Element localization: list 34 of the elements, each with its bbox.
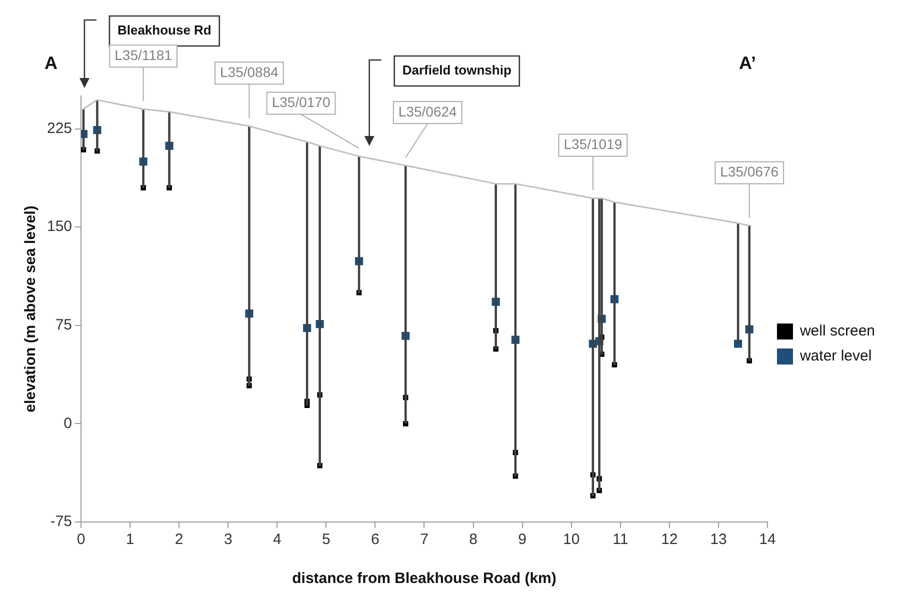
y-axis-title: elevation (m above sea level) — [22, 206, 40, 412]
annotation: L35/0676 — [720, 164, 779, 180]
x-tick-label: 2 — [174, 531, 184, 548]
x-tick-label: 1 — [126, 531, 134, 548]
annotation: L35/0884 — [220, 64, 279, 80]
x-tick-label: 14 — [759, 531, 776, 548]
text: A’ — [738, 52, 756, 73]
text: A — [44, 52, 58, 73]
x-tick-label: 4 — [272, 531, 282, 548]
x-tick-label: 8 — [469, 531, 478, 548]
x-tick-label: 5 — [322, 531, 330, 548]
annotation: L35/0624 — [398, 103, 458, 120]
y-tick-label: 0 — [64, 414, 72, 432]
annotation: L35/0170 — [272, 94, 330, 110]
y-tick-label: 150 — [46, 218, 72, 236]
x-tick-label: 6 — [371, 531, 380, 548]
x-tick-label: 0 — [76, 531, 86, 548]
x-tick-label: 3 — [224, 531, 232, 548]
x-axis-title: distance from Bleakhouse Road (km) — [292, 570, 556, 588]
annotation: L35/1019 — [564, 136, 622, 152]
x-tick-label: 9 — [518, 531, 526, 548]
annotation: L35/1181 — [114, 46, 172, 63]
text: Darfield township — [402, 62, 512, 78]
x-tick-label: 10 — [563, 531, 580, 548]
x-tick-label: 7 — [420, 531, 428, 548]
x-tick-label: 11 — [612, 531, 628, 548]
y-tick-label: 225 — [46, 120, 72, 137]
legend-label: water level — [798, 348, 872, 365]
x-tick-label: 12 — [661, 531, 678, 548]
legend-label: well screen — [798, 322, 875, 340]
text: Bleakhouse Rd — [117, 22, 212, 38]
x-tick-label: 13 — [710, 531, 727, 548]
y-tick-label: -75 — [50, 513, 72, 530]
y-tick-label: 75 — [55, 316, 72, 334]
